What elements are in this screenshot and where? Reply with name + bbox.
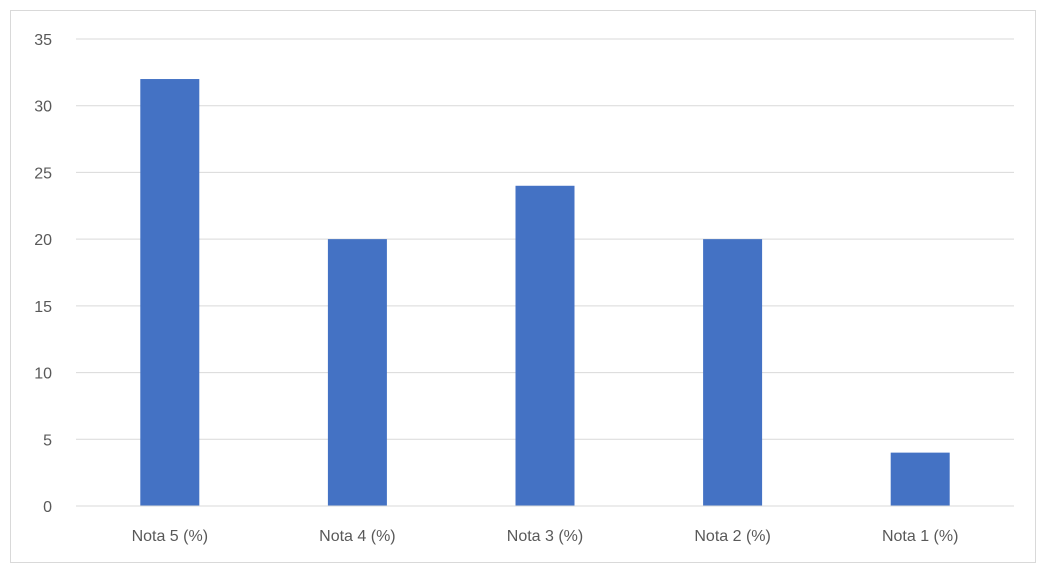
- x-tick-label: Nota 1 (%): [882, 528, 958, 545]
- x-tick-label: Nota 4 (%): [319, 528, 395, 545]
- gridlines: [76, 38, 1014, 440]
- y-tick-label: 20: [34, 232, 52, 249]
- bars: [140, 79, 950, 507]
- bar: [890, 452, 950, 506]
- y-tick-label: 25: [34, 165, 52, 182]
- y-tick-label: 30: [34, 99, 52, 116]
- bar: [515, 185, 575, 506]
- bar: [327, 239, 387, 506]
- bar: [703, 239, 763, 506]
- y-tick-label: 15: [34, 299, 52, 316]
- y-tick-label: 5: [43, 432, 52, 449]
- x-tick-label: Nota 3 (%): [507, 528, 583, 545]
- y-tick-label: 10: [34, 366, 52, 383]
- bar: [140, 79, 200, 507]
- y-axis-tick-labels: 0 5 10 15 20 25 30 35: [34, 32, 52, 516]
- x-axis-tick-labels: Nota 5 (%) Nota 4 (%) Nota 3 (%) Nota 2 (%)…: [132, 528, 959, 545]
- y-tick-label: 35: [34, 32, 52, 49]
- x-tick-label: Nota 5 (%): [132, 528, 208, 545]
- x-tick-label: Nota 2 (%): [694, 528, 770, 545]
- y-tick-label: 0: [43, 499, 52, 516]
